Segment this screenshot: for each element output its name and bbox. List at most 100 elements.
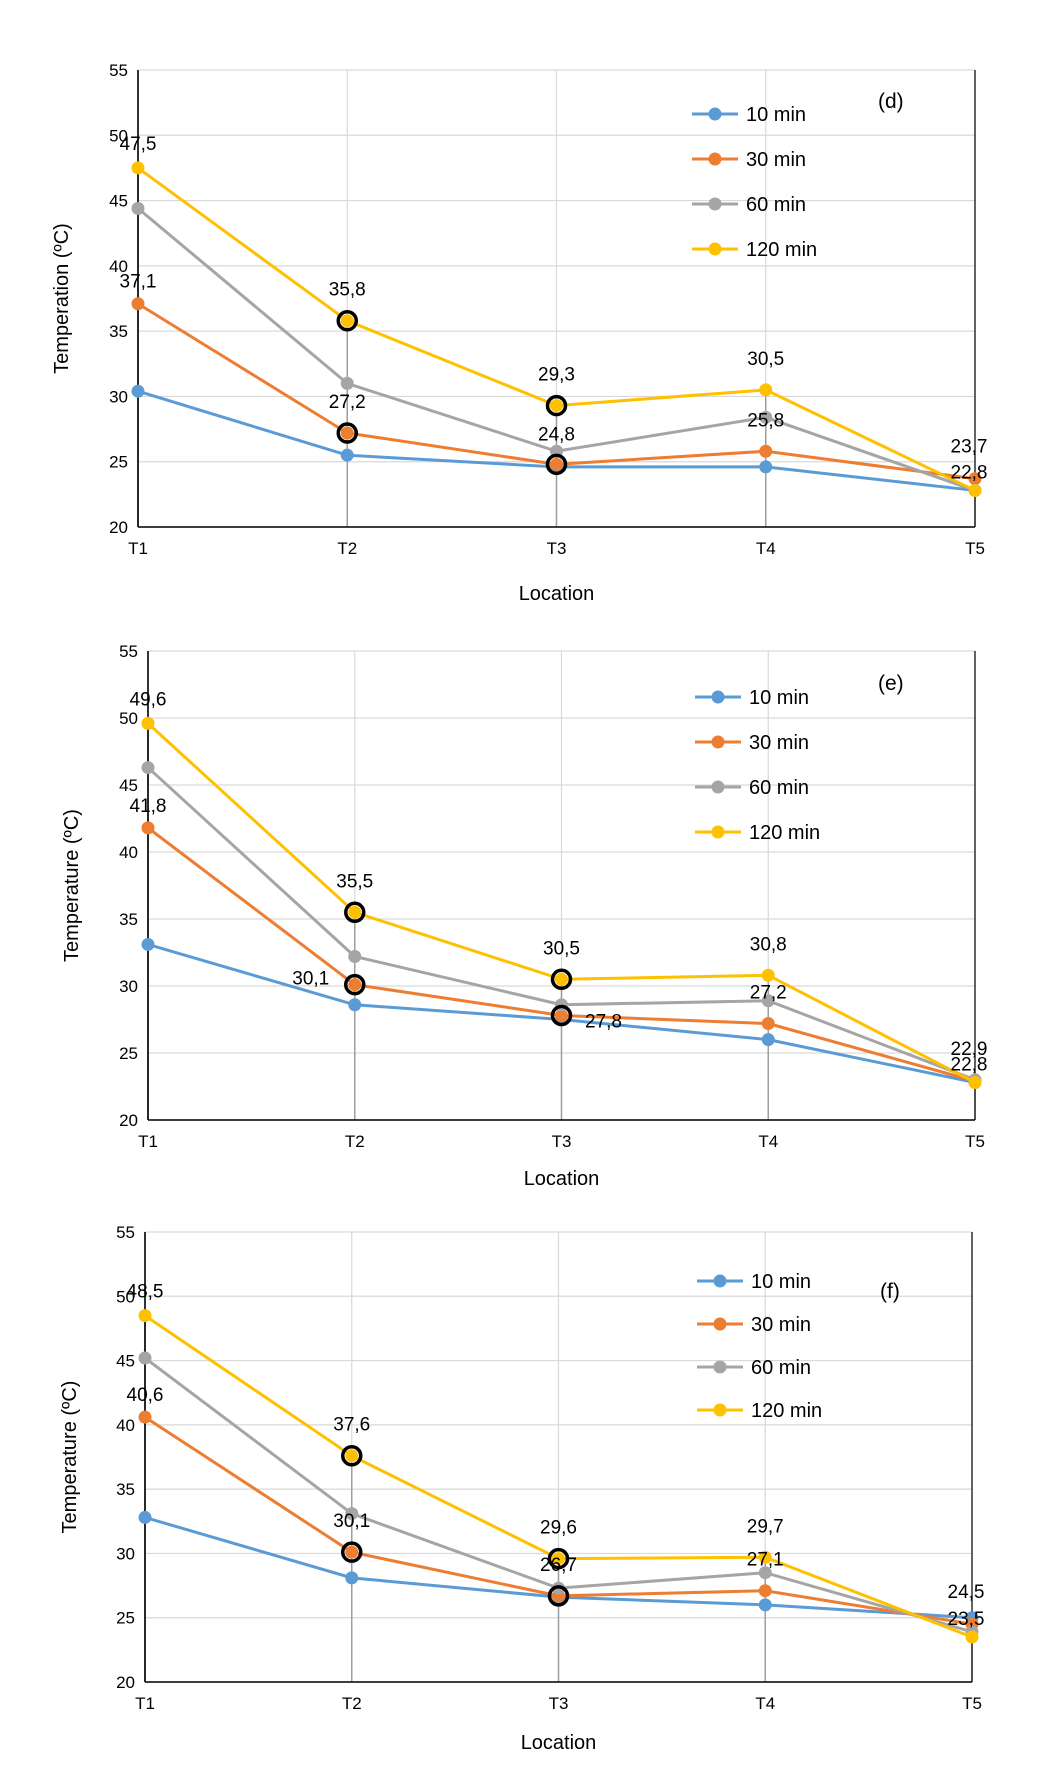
data-label: 27,2 bbox=[750, 983, 787, 1004]
data-point bbox=[761, 994, 775, 1008]
data-point bbox=[348, 950, 362, 964]
data-point bbox=[968, 1075, 982, 1089]
data-label: 41,8 bbox=[130, 796, 167, 817]
y-tick-label: 50 bbox=[119, 709, 138, 728]
data-label: 48,5 bbox=[127, 1282, 164, 1303]
y-tick-label: 40 bbox=[109, 257, 128, 276]
data-label: 29,3 bbox=[538, 365, 575, 386]
chart-panel-2: 20 25 30 35 40 45 50 55 T1 T2 T3 T4 T5 49,6 41,8 35,5 30… bbox=[61, 642, 987, 1190]
data-point bbox=[965, 1630, 979, 1644]
highlight-ring bbox=[344, 973, 366, 996]
y-tick-label: 35 bbox=[109, 322, 128, 341]
data-label: 30,5 bbox=[543, 938, 580, 959]
x-axis-title: Location bbox=[524, 1168, 600, 1190]
y-axis-title: Temperation (ºC) bbox=[51, 223, 73, 374]
data-point bbox=[555, 1008, 568, 1022]
legend-entry: 120 min bbox=[751, 1400, 822, 1422]
x-tick-label: T2 bbox=[345, 1132, 365, 1151]
data-point bbox=[968, 483, 982, 497]
data-point bbox=[759, 460, 773, 474]
highlight-ring bbox=[547, 1585, 570, 1607]
highlight-ring bbox=[547, 1547, 570, 1570]
data-point bbox=[340, 448, 354, 462]
panel-label: (d) bbox=[878, 90, 904, 113]
data-point bbox=[345, 1571, 359, 1585]
y-tick-label: 40 bbox=[119, 843, 138, 862]
panel-label: (e) bbox=[878, 672, 904, 695]
legend-swatch-marker bbox=[713, 1317, 727, 1331]
data-point bbox=[758, 1566, 772, 1580]
data-point bbox=[758, 1550, 772, 1564]
y-tick-label: 25 bbox=[116, 1609, 135, 1628]
y-tick-label: 30 bbox=[116, 1544, 135, 1563]
data-point bbox=[141, 716, 155, 730]
legend-swatch-marker bbox=[711, 690, 725, 704]
legend-entry: 60 min bbox=[751, 1357, 811, 1379]
data-point bbox=[131, 201, 145, 215]
data-point bbox=[138, 1309, 152, 1323]
y-tick-label: 20 bbox=[119, 1111, 138, 1130]
legend-swatch-marker bbox=[713, 1274, 727, 1288]
data-label: 25,8 bbox=[747, 410, 784, 431]
data-point bbox=[138, 1351, 152, 1365]
x-tick-label: T5 bbox=[965, 1132, 985, 1151]
data-label: 22,9 bbox=[951, 1039, 988, 1060]
y-tick-label: 50 bbox=[109, 126, 128, 145]
y-tick-label: 35 bbox=[116, 1480, 135, 1499]
x-axis-title: Location bbox=[519, 583, 595, 605]
legend-swatch-marker bbox=[708, 107, 722, 121]
legend-entry: 30 min bbox=[746, 149, 806, 171]
data-label: 35,8 bbox=[329, 280, 366, 301]
legend-swatch-marker bbox=[711, 735, 725, 749]
data-label: 37,1 bbox=[120, 272, 157, 293]
data-point bbox=[761, 1033, 775, 1047]
y-tick-label: 25 bbox=[119, 1044, 138, 1063]
legend-entry: 60 min bbox=[746, 194, 806, 216]
data-point bbox=[345, 1507, 359, 1521]
y-tick-label: 50 bbox=[116, 1287, 135, 1306]
data-label: 29,6 bbox=[540, 1518, 577, 1539]
x-tick-label: T5 bbox=[962, 1694, 982, 1713]
data-label: 23,7 bbox=[951, 437, 988, 458]
x-tick-label: T4 bbox=[755, 1694, 775, 1713]
y-axis-title: Temperature (ºC) bbox=[59, 1381, 81, 1534]
data-point bbox=[552, 1552, 565, 1566]
data-point bbox=[759, 410, 773, 424]
data-point bbox=[131, 161, 145, 175]
data-point bbox=[348, 998, 362, 1012]
x-tick-label: T1 bbox=[138, 1132, 158, 1151]
data-point bbox=[340, 314, 354, 328]
highlight-ring bbox=[336, 422, 358, 444]
legend-swatch-marker bbox=[708, 197, 722, 211]
data-label: 35,5 bbox=[336, 871, 373, 892]
highlight-ring bbox=[344, 901, 366, 924]
data-label: 27,2 bbox=[329, 392, 366, 413]
highlight-ring bbox=[336, 309, 358, 332]
data-point bbox=[141, 937, 155, 951]
data-label: 49,6 bbox=[130, 689, 167, 710]
legend-entry: 30 min bbox=[751, 1314, 811, 1336]
data-label: 29,7 bbox=[747, 1516, 784, 1537]
highlight-ring bbox=[545, 453, 568, 476]
legend-entry: 10 min bbox=[746, 104, 806, 126]
data-point bbox=[131, 384, 145, 398]
y-tick-label: 55 bbox=[119, 642, 138, 661]
chart-panel-1: 20 25 30 35 40 45 50 55 T1 T2 T3 T4 T5 47,5 37,1 35,8 27… bbox=[51, 61, 987, 605]
legend-swatch-marker bbox=[713, 1403, 727, 1417]
data-point bbox=[555, 972, 568, 986]
x-tick-label: T4 bbox=[758, 1132, 778, 1151]
data-label: 23,5 bbox=[948, 1609, 985, 1630]
x-axis-title: Location bbox=[521, 1732, 597, 1754]
x-tick-label: T3 bbox=[552, 1132, 572, 1151]
highlight-ring bbox=[550, 1004, 573, 1027]
x-tick-label: T4 bbox=[756, 539, 776, 558]
panel-label: (f) bbox=[880, 1280, 900, 1303]
highlight-ring bbox=[545, 394, 568, 417]
data-point bbox=[141, 821, 155, 835]
legend-swatch-marker bbox=[711, 825, 725, 839]
legend-swatch-marker bbox=[711, 780, 725, 794]
y-axis-title: Temperature (ºC) bbox=[61, 809, 83, 962]
data-point bbox=[761, 968, 775, 982]
x-tick-label: T3 bbox=[549, 1694, 569, 1713]
